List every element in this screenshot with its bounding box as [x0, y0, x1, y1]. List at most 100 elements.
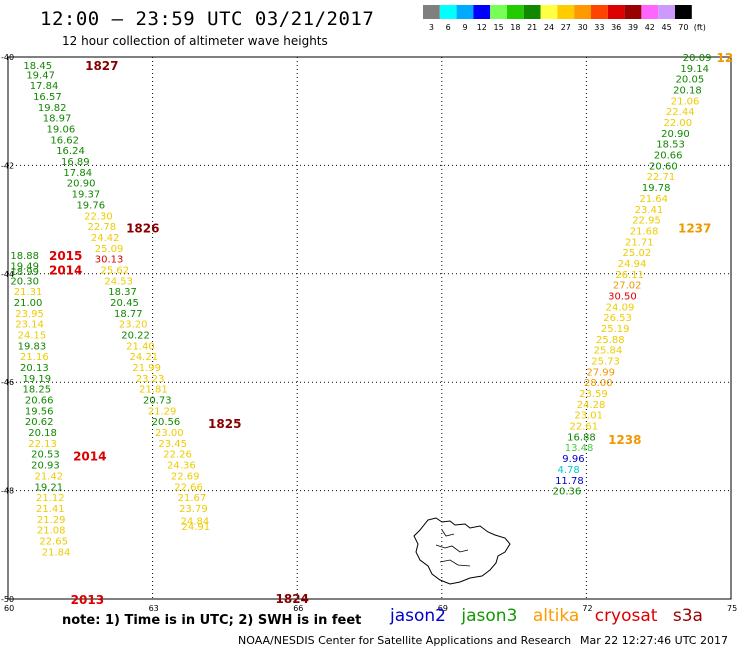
credit-line: NOAA/NESDIS Center for Satellite Applica…	[238, 634, 572, 647]
wave-height-label: 24.36	[167, 461, 196, 472]
wave-height-label: 22.00	[664, 118, 693, 129]
wave-height-label: 19.06	[47, 125, 76, 136]
legend-bin-label: 45	[662, 23, 672, 32]
wave-height-label: 27.99	[586, 367, 615, 378]
page-title: 12:00 – 23:59 UTC 03/21/2017	[40, 8, 375, 30]
kerguelen-island-outline	[413, 517, 511, 585]
wave-height-label: 23.01	[574, 411, 603, 422]
wave-height-label: 4.78	[557, 465, 579, 476]
wave-height-label: 20.93	[31, 461, 60, 472]
wave-height-label: 20.22	[121, 331, 150, 342]
wave-height-label: 20.73	[143, 396, 172, 407]
wave-height-label: 18.99	[10, 267, 39, 278]
wave-height-label: 20.62	[25, 417, 54, 428]
wave-height-label: 21.31	[14, 287, 43, 298]
wave-height-label: 20.18	[28, 428, 57, 439]
lat-tick-label: -46	[1, 378, 14, 387]
track-time-label: 1238	[608, 433, 641, 447]
legend-bin-label: 42	[645, 23, 655, 32]
track-time-label: 12	[717, 51, 734, 65]
wave-height-label: 23.14	[15, 320, 44, 331]
wave-height-label: 19.14	[680, 64, 709, 75]
wave-height-label: 18.97	[43, 114, 72, 125]
legend-bin-label: 27	[561, 23, 571, 32]
legend-bin-label: 21	[527, 23, 537, 32]
wave-height-label: 23.23	[136, 374, 165, 385]
wave-height-label: 19.37	[72, 190, 101, 201]
satellite-cryosat: cryosat	[594, 606, 658, 626]
wave-height-label: 23.95	[15, 309, 44, 320]
wave-height-label: 21.71	[625, 237, 654, 248]
wave-height-label: 20.53	[31, 450, 60, 461]
lon-tick-label: 69	[438, 604, 448, 613]
lat-tick-label: -44	[1, 270, 14, 279]
wave-height-label: 23.20	[119, 320, 148, 331]
wave-height-label: 17.84	[63, 168, 92, 179]
legend-swatch	[624, 5, 642, 19]
wave-height-label: 22.66	[174, 482, 203, 493]
legend-bin-label: 6	[446, 23, 451, 32]
wave-height-label: 18.77	[114, 309, 143, 320]
legend-swatch	[439, 5, 457, 19]
wave-height-label: 19.83	[18, 341, 47, 352]
track-time-label: 1827	[85, 59, 118, 73]
page-subtitle: 12 hour collection of altimeter wave hei…	[62, 34, 328, 48]
wave-height-label: 18.53	[656, 140, 685, 151]
generation-timestamp: Mar 22 12:27:46 UTC 2017	[580, 634, 728, 647]
wave-height-label: 23.45	[158, 439, 187, 450]
wave-height-label: 22.65	[39, 536, 68, 547]
wave-height-label: 16.89	[61, 157, 90, 168]
wave-height-label: 18.88	[10, 251, 39, 262]
wave-height-label: 20.18	[673, 86, 702, 97]
satellite-jason2: jason2	[390, 606, 446, 626]
wave-height-label: 22.69	[171, 471, 200, 482]
wave-height-label: 25.19	[601, 324, 630, 335]
wave-height-label: 20.36	[553, 487, 582, 498]
wave-height-label: 25.84	[594, 346, 623, 357]
lat-tick-label: -40	[1, 53, 14, 62]
wave-height-label: 21.12	[36, 493, 65, 504]
wave-height-label: 16.57	[33, 92, 62, 103]
wave-height-label: 26.53	[603, 313, 632, 324]
track-time-label: 1237	[678, 222, 711, 236]
wave-height-label: 21.08	[37, 526, 66, 537]
wave-height-label: 22.78	[88, 222, 117, 233]
wave-height-label: 19.47	[26, 70, 55, 81]
wave-height-label: 24.53	[104, 276, 133, 287]
track-time-label: 2014	[73, 449, 106, 463]
wave-height-label: 21.99	[132, 363, 161, 374]
wave-height-label: 20.30	[10, 276, 39, 287]
wave-height-label: 24.09	[606, 302, 635, 313]
wave-height-label: 16.62	[50, 135, 79, 146]
wave-height-label: 21.06	[671, 96, 700, 107]
wave-height-label: 21.84	[42, 547, 71, 558]
wave-height-label: 16.24	[56, 146, 85, 157]
wave-height-label: 23.41	[635, 205, 664, 216]
wave-height-label: 21.64	[639, 194, 668, 205]
legend-bin-label: 36	[611, 23, 621, 32]
lon-tick-label: 72	[582, 604, 592, 613]
legend-swatch	[473, 5, 491, 19]
wave-height-label: 13.48	[565, 443, 594, 454]
track-time-label: 1826	[126, 222, 159, 236]
lat-tick-label: -48	[1, 487, 14, 496]
legend-bin-label: 18	[510, 23, 520, 32]
legend-bin-label: 9	[462, 23, 467, 32]
wave-height-label: 20.90	[661, 129, 690, 140]
wave-height-label: 19.78	[642, 183, 671, 194]
legend-swatch	[658, 5, 675, 19]
wave-height-label: 24.94	[618, 259, 647, 270]
wave-height-label: 21.29	[37, 515, 66, 526]
wave-height-label: 20.05	[676, 75, 705, 86]
legend-bin-label: 15	[494, 23, 504, 32]
wave-height-label: 23.79	[179, 504, 208, 515]
wave-height-label: 24.42	[91, 233, 120, 244]
lat-lon-grid	[7, 56, 732, 600]
wave-height-label: 26.11	[615, 270, 644, 281]
lon-tick-label: 66	[293, 604, 303, 613]
wave-height-label: 18.45	[23, 61, 52, 72]
wave-height-label: 21.00	[14, 298, 43, 309]
track-time-label: 2014	[49, 263, 82, 277]
